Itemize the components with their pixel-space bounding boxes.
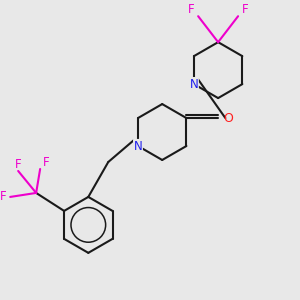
Text: O: O [224,112,233,124]
Text: F: F [43,157,50,169]
Text: F: F [15,158,22,172]
Text: F: F [242,3,248,16]
Text: N: N [190,78,198,91]
Text: F: F [0,190,7,203]
Text: N: N [134,140,142,152]
Text: F: F [188,3,194,16]
